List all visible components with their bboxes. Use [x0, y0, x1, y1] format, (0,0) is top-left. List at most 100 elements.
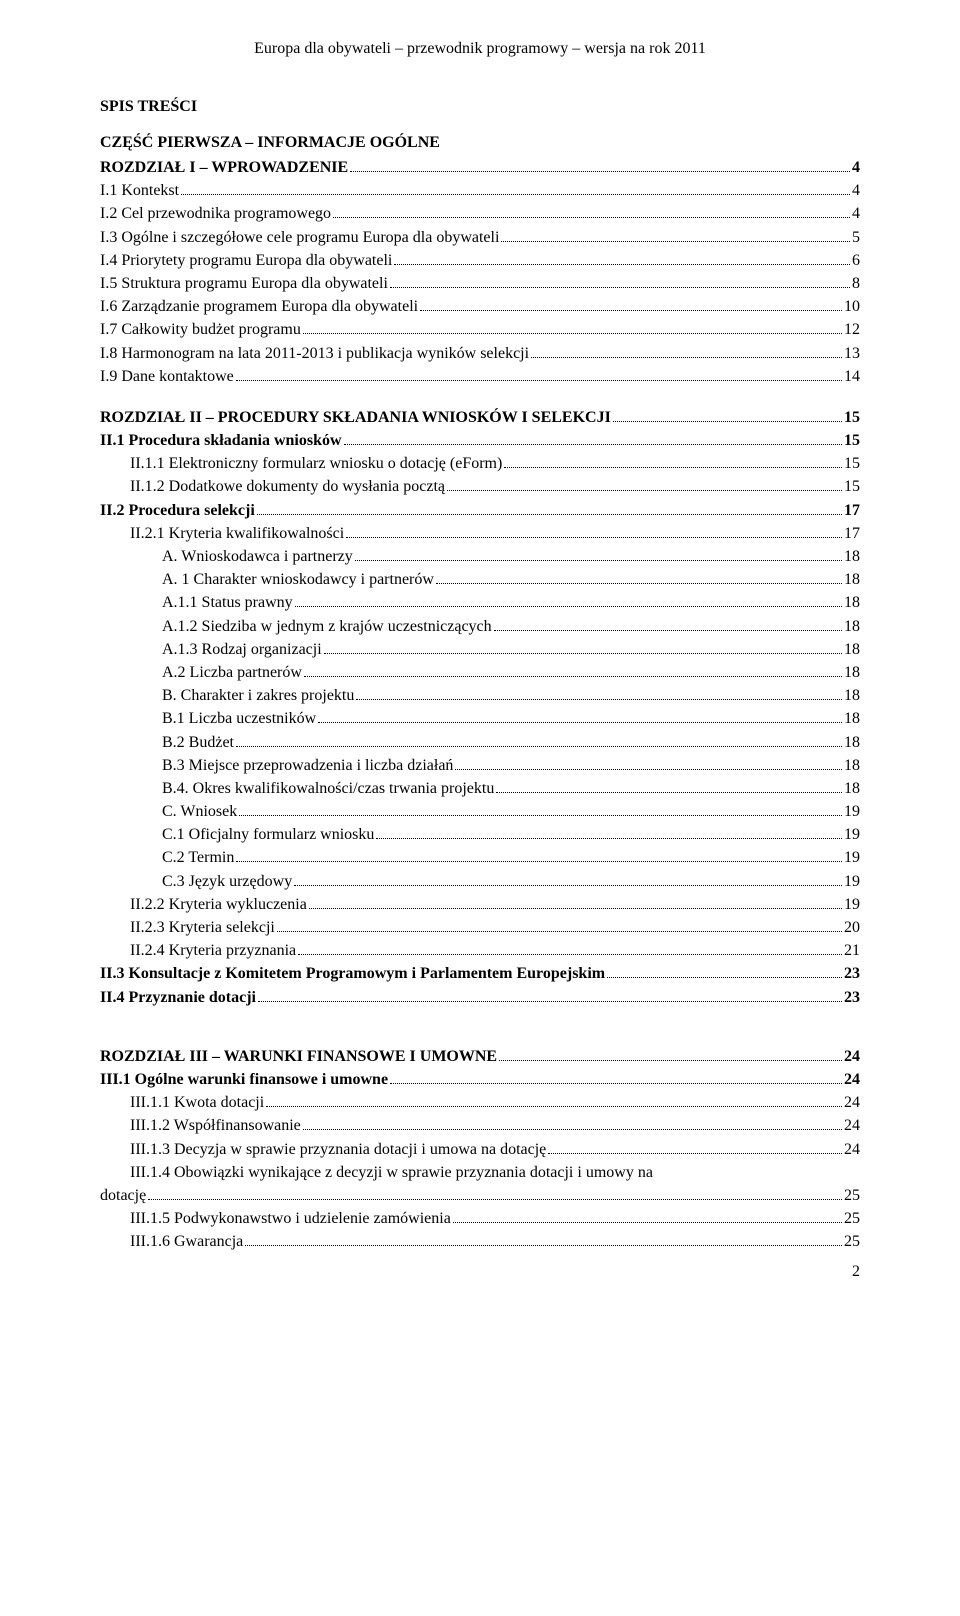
toc-leader-dots — [390, 1083, 842, 1084]
toc-entry-page: 20 — [844, 916, 860, 939]
toc-entry-label: II.2.3 Kryteria selekcji — [130, 916, 275, 939]
toc-entry-page: 23 — [844, 986, 860, 1009]
toc-entry: III.1.5 Podwykonawstwo i udzielenie zamó… — [100, 1207, 860, 1230]
toc-entry: C. Wniosek19 — [100, 800, 860, 823]
toc-entry-page: 18 — [844, 684, 860, 707]
toc-entry-wrapped-prefix: III.1.4 Obowiązki wynikające z decyzji w… — [100, 1161, 860, 1184]
toc-leader-dots — [356, 699, 842, 700]
toc-entry-label: I.3 Ogólne i szczegółowe cele programu E… — [100, 226, 499, 249]
toc-entry-label: II.2 Procedura selekcji — [100, 499, 255, 522]
toc-entry: C.2 Termin19 — [100, 846, 860, 869]
toc-entry-label: B.2 Budżet — [162, 731, 234, 754]
toc-leader-dots — [181, 194, 850, 195]
toc-entry-page: 25 — [844, 1230, 860, 1253]
toc-entry: B.1 Liczba uczestników18 — [100, 707, 860, 730]
toc-leader-dots — [531, 357, 842, 358]
section-heading-part1: CZĘŚĆ PIERWSZA – INFORMACJE OGÓLNE — [100, 134, 860, 152]
toc-leader-dots — [453, 1222, 842, 1223]
toc-entry-page: 17 — [844, 499, 860, 522]
toc-entry-page: 18 — [844, 638, 860, 661]
toc-entry-page: 21 — [844, 939, 860, 962]
toc-entry-label: I.7 Całkowity budżet programu — [100, 318, 301, 341]
toc-entry: I.3 Ogólne i szczegółowe cele programu E… — [100, 226, 860, 249]
toc-leader-dots — [303, 1129, 842, 1130]
toc-entry-label: III.1.5 Podwykonawstwo i udzielenie zamó… — [130, 1207, 451, 1230]
toc-leader-dots — [303, 333, 842, 334]
toc-entry: C.3 Język urzędowy19 — [100, 870, 860, 893]
toc-leader-dots — [436, 583, 842, 584]
toc-entry: A.1.3 Rodzaj organizacji18 — [100, 638, 860, 661]
toc-entry-page: 19 — [844, 893, 860, 916]
toc-leader-dots — [496, 792, 842, 793]
toc-entry-label: I.2 Cel przewodnika programowego — [100, 202, 331, 225]
toc-entry: II.2.1 Kryteria kwalifikowalności17 — [100, 522, 860, 545]
toc-entry: III.1.2 Współfinansowanie24 — [100, 1114, 860, 1137]
toc-entry-page: 24 — [844, 1045, 860, 1068]
toc-entry-page: 18 — [844, 615, 860, 638]
toc-leader-dots — [309, 908, 842, 909]
toc-entry-label: II.1 Procedura składania wniosków — [100, 429, 342, 452]
toc-entry-page: 24 — [844, 1091, 860, 1114]
toc-entry: III.1 Ogólne warunki finansowe i umowne2… — [100, 1068, 860, 1091]
toc-entry: I.6 Zarządzanie programem Europa dla oby… — [100, 295, 860, 318]
toc-entry: ROZDZIAŁ II – PROCEDURY SKŁADANIA WNIOSK… — [100, 406, 860, 429]
toc-leader-dots — [236, 861, 842, 862]
toc-entry-page: 4 — [852, 179, 860, 202]
toc-entry: I.2 Cel przewodnika programowego4 — [100, 202, 860, 225]
toc-entry-label: II.3 Konsultacje z Komitetem Programowym… — [100, 962, 605, 985]
toc-entry-label: III.1.2 Współfinansowanie — [130, 1114, 301, 1137]
toc-leader-dots — [494, 630, 842, 631]
toc-leader-dots — [333, 217, 850, 218]
toc-entry-label: B.4. Okres kwalifikowalności/czas trwani… — [162, 777, 494, 800]
toc-entry-page: 15 — [844, 452, 860, 475]
toc-leader-dots — [501, 241, 850, 242]
toc-entry: II.4 Przyznanie dotacji 23 — [100, 986, 860, 1009]
toc-leader-dots — [239, 815, 842, 816]
toc-entry-label: II.4 Przyznanie dotacji — [100, 986, 256, 1009]
toc-entry-label: I.6 Zarządzanie programem Europa dla oby… — [100, 295, 418, 318]
toc-entry-label: ROZDZIAŁ II – PROCEDURY SKŁADANIA WNIOSK… — [100, 406, 611, 429]
toc-leader-dots — [324, 653, 842, 654]
toc-leader-dots — [245, 1245, 842, 1246]
toc-entry-page: 24 — [844, 1138, 860, 1161]
toc-entry-label: C. Wniosek — [162, 800, 237, 823]
toc-leader-dots — [236, 746, 842, 747]
toc-entry: A.1.2 Siedziba w jednym z krajów uczestn… — [100, 615, 860, 638]
toc-entry: I.9 Dane kontaktowe14 — [100, 365, 860, 388]
toc-leader-dots — [499, 1060, 842, 1061]
toc-entry-label: B. Charakter i zakres projektu — [162, 684, 354, 707]
toc-entry-page: 15 — [844, 406, 860, 429]
toc-entry-page: 18 — [844, 707, 860, 730]
toc-entry-page: 23 — [844, 962, 860, 985]
toc-entry: II.2.4 Kryteria przyznania21 — [100, 939, 860, 962]
toc-entry: II.2 Procedura selekcji 17 — [100, 499, 860, 522]
toc-entry: III.1.6 Gwarancja25 — [100, 1230, 860, 1253]
toc-entry-page: 15 — [844, 475, 860, 498]
toc-entry-label: ROZDZIAŁ III – WARUNKI FINANSOWE I UMOWN… — [100, 1045, 497, 1068]
toc-entry: C.1 Oficjalny formularz wniosku19 — [100, 823, 860, 846]
toc-leader-dots — [298, 954, 842, 955]
toc-leader-dots — [318, 722, 842, 723]
toc-leader-dots — [394, 264, 850, 265]
toc-leader-dots — [266, 1106, 842, 1107]
toc-entry-page: 10 — [844, 295, 860, 318]
toc-entry-page: 18 — [844, 754, 860, 777]
toc-entry-page: 15 — [844, 429, 860, 452]
toc-entry-label: A. Wnioskodawca i partnerzy — [162, 545, 353, 568]
toc-entry-page: 24 — [844, 1068, 860, 1091]
toc-leader-dots — [258, 1001, 842, 1002]
toc-leader-dots — [607, 977, 842, 978]
toc-entry: B.4. Okres kwalifikowalności/czas trwani… — [100, 777, 860, 800]
toc-leader-dots — [420, 310, 842, 311]
toc-leader-dots — [504, 467, 842, 468]
toc-entry-label: C.1 Oficjalny formularz wniosku — [162, 823, 374, 846]
toc-entry-label: C.3 Język urzędowy — [162, 870, 292, 893]
toc-entry-page: 5 — [852, 226, 860, 249]
toc-entry: II.2.3 Kryteria selekcji 20 — [100, 916, 860, 939]
toc-entry-page: 18 — [844, 591, 860, 614]
toc-entry-label: A.1.2 Siedziba w jednym z krajów uczestn… — [162, 615, 492, 638]
toc-entry: I.7 Całkowity budżet programu12 — [100, 318, 860, 341]
toc-leader-dots — [304, 676, 842, 677]
toc-entry-label: III.1.3 Decyzja w sprawie przyznania dot… — [130, 1138, 546, 1161]
toc-entry-page: 4 — [852, 156, 860, 179]
